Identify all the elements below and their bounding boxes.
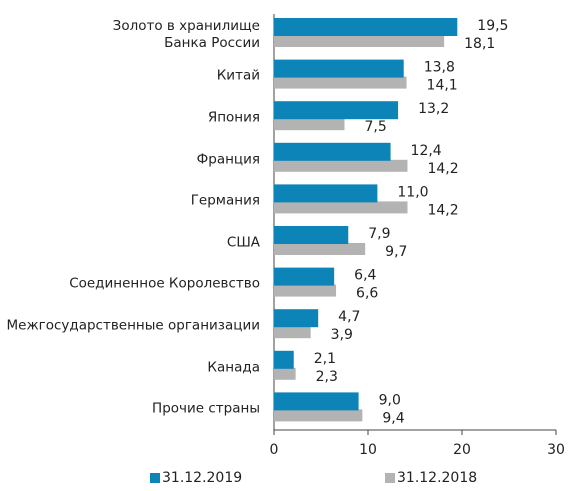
value-label: 11,0 xyxy=(397,184,428,200)
bar xyxy=(274,409,363,422)
value-label: 9,7 xyxy=(385,244,407,260)
bar xyxy=(274,118,345,131)
category-label: Межгосударственные организации xyxy=(6,317,261,334)
value-label: 7,5 xyxy=(365,119,387,135)
bar xyxy=(274,392,359,411)
value-label: 14,1 xyxy=(427,78,458,94)
bar xyxy=(274,243,366,255)
category-label: Золото в хранилище Банка России xyxy=(112,17,260,51)
value-label: 2,3 xyxy=(316,369,338,385)
legend-label: 31.12.2019 xyxy=(162,470,242,486)
category-label: Китай xyxy=(216,67,260,84)
bar xyxy=(274,309,319,328)
legend-swatch xyxy=(150,473,160,483)
value-label: 6,4 xyxy=(354,268,376,284)
category-label: Прочие страны xyxy=(152,400,260,417)
bar xyxy=(274,184,378,203)
legend-swatch xyxy=(385,473,395,483)
value-label: 4,7 xyxy=(338,309,360,325)
value-label: 13,8 xyxy=(424,60,455,76)
bar xyxy=(274,226,349,244)
value-label: 14,2 xyxy=(427,202,458,218)
value-label: 3,9 xyxy=(331,327,353,343)
value-label: 6,6 xyxy=(356,286,378,302)
legend-label: 31.12.2018 xyxy=(397,470,477,486)
bar xyxy=(274,350,294,369)
category-label: Франция xyxy=(196,151,260,168)
value-label: 9,4 xyxy=(382,410,404,426)
value-label: 14,2 xyxy=(427,161,458,177)
value-label: 7,9 xyxy=(368,226,390,242)
x-tick-label: 20 xyxy=(453,442,471,458)
bar xyxy=(274,59,404,78)
bar xyxy=(274,284,337,297)
category-label: Канада xyxy=(207,359,260,376)
bar xyxy=(274,35,445,47)
bar xyxy=(274,159,408,172)
bar xyxy=(274,201,408,214)
bar xyxy=(274,367,296,380)
category-label: США xyxy=(226,234,260,251)
category-label: Япония xyxy=(207,109,260,126)
value-label: 18,1 xyxy=(464,36,495,52)
bar xyxy=(274,326,311,339)
value-label: 9,0 xyxy=(379,392,401,408)
bar xyxy=(274,76,407,89)
x-tick-label: 0 xyxy=(270,442,279,458)
value-label: 19,5 xyxy=(477,18,508,34)
bar xyxy=(274,267,335,286)
x-tick-label: 10 xyxy=(359,442,377,458)
bar xyxy=(274,101,399,120)
value-label: 13,2 xyxy=(418,101,449,117)
category-label: Соединенное Королевство xyxy=(69,275,260,292)
value-label: 2,1 xyxy=(314,351,336,367)
bar xyxy=(274,142,391,161)
bar xyxy=(274,18,458,36)
x-tick-label: 30 xyxy=(547,442,565,458)
category-label: Германия xyxy=(190,192,260,209)
value-label: 12,4 xyxy=(411,143,442,159)
